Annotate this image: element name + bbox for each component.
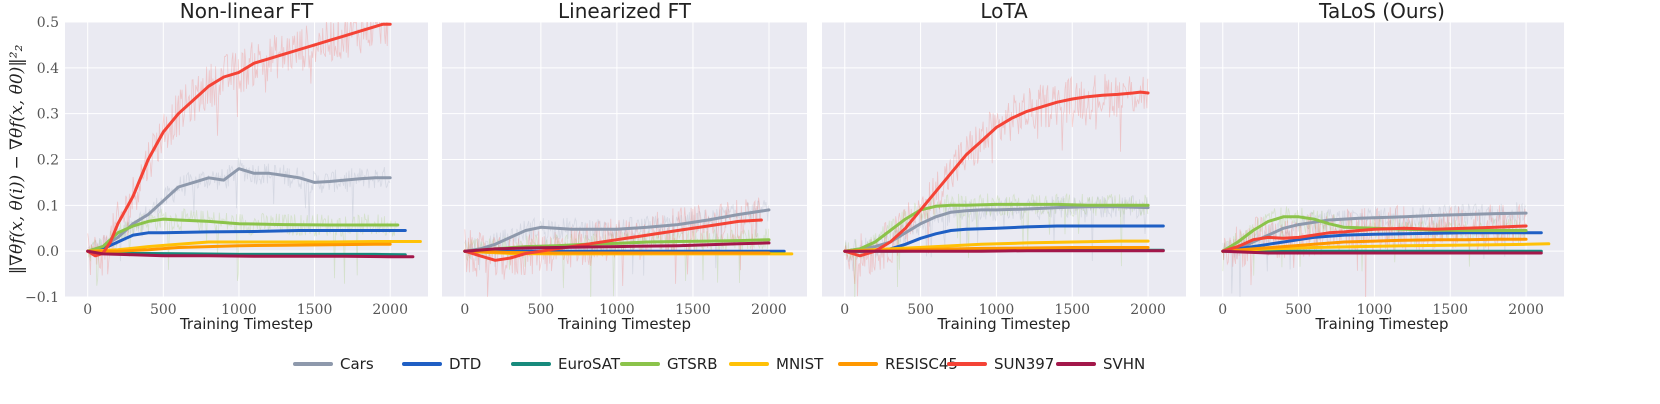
y-tick-label: 0.1	[37, 198, 59, 214]
legend-item: GTSRB	[620, 355, 718, 373]
series-line-cars	[843, 205, 1150, 253]
series-line-svhn	[86, 249, 415, 259]
legend-item: MNIST	[729, 355, 824, 373]
y-tick-label: 0.4	[37, 61, 59, 77]
legend: Cars DTD EuroSAT GTSRB MNIST RESISC45 SUN397 SV…	[293, 355, 1145, 373]
x-tick-label: 2000	[1508, 302, 1544, 318]
x-tick-label: 1000	[1357, 302, 1393, 318]
y-tick-label: 0.0	[37, 244, 59, 260]
series-line-cars	[86, 167, 392, 253]
series-line-gtsrb	[843, 202, 1150, 253]
panel-title: Linearized FT	[558, 0, 692, 23]
x-axis-label: Training Timestep	[557, 315, 691, 333]
series-line-cars	[463, 208, 771, 253]
x-tick-label: 1500	[1054, 302, 1090, 318]
x-tick-label: 1500	[297, 302, 333, 318]
series-line-svhn	[1221, 249, 1543, 255]
series-line-dtd	[1221, 231, 1543, 253]
plot-area	[463, 197, 794, 297]
x-tick-label: 1000	[979, 302, 1015, 318]
x-tick-label: 0	[83, 302, 92, 318]
x-tick-label: 0	[460, 302, 469, 318]
panel-2: 0 500 1000 1500 2000 Training Timestep Lineari…	[442, 0, 807, 333]
legend-label: DTD	[449, 355, 481, 373]
legend-label: MNIST	[776, 355, 824, 373]
x-tick-label: 500	[1285, 302, 1312, 318]
series-line-sun397	[1221, 224, 1528, 253]
x-tick-label: 1000	[599, 302, 635, 318]
series-line-resisc45	[86, 242, 392, 253]
x-tick-label: 500	[907, 302, 934, 318]
panel-1: 0 500 1000 1500 2000 Training Timestep Non-lin…	[25, 0, 428, 333]
series-line-sun397	[86, 22, 392, 258]
series-line-resisc45	[463, 249, 771, 255]
raw-line-gtsrb	[844, 193, 1149, 297]
panel-title: Non-linear FT	[180, 0, 314, 23]
series-line-sun397	[843, 90, 1150, 258]
x-axis-label: Training Timestep	[936, 315, 1070, 333]
y-tick-label: 0.3	[37, 107, 59, 123]
panel-title: LoTA	[980, 0, 1028, 23]
legend-item: EuroSAT	[511, 355, 621, 373]
x-tick-label: 1500	[675, 302, 711, 318]
panel-3: 0 500 1000 1500 2000 Training Timestep LoTA	[822, 0, 1186, 333]
x-tick-label: 1000	[221, 302, 257, 318]
legend-item: RESISC45	[838, 355, 958, 373]
series-line-gtsrb	[86, 217, 400, 253]
x-tick-label: 0	[840, 302, 849, 318]
y-axis-label: ‖∇θf(x, θ(i)) − ∇θf(x, θ0)‖²₂	[7, 44, 27, 274]
x-tick-label: 1500	[1432, 302, 1468, 318]
series-line-mnist	[86, 240, 422, 253]
legend-item: Cars	[293, 355, 374, 373]
series-line-svhn	[843, 249, 1165, 253]
panel-title: TaLoS (Ours)	[1318, 0, 1445, 23]
legend-item: SVHN	[1056, 355, 1145, 373]
x-axis-label: Training Timestep	[1314, 315, 1448, 333]
plot-area	[1221, 202, 1551, 297]
series-line-resisc45	[1221, 237, 1528, 253]
x-tick-label: 2000	[1130, 302, 1166, 318]
legend-label: EuroSAT	[558, 355, 621, 373]
legend-label: GTSRB	[667, 355, 718, 373]
legend-item: SUN397	[947, 355, 1054, 373]
series-line-mnist	[843, 239, 1150, 253]
plot-area	[843, 74, 1165, 297]
plot-area	[86, 22, 422, 286]
series-line-dtd	[86, 229, 407, 253]
y-tick-label: 0.5	[37, 15, 59, 31]
y-tick-label: 0.2	[37, 153, 59, 169]
x-axis-label: Training Timestep	[179, 315, 313, 333]
raw-line-sun397	[844, 74, 1149, 297]
legend-label: Cars	[340, 355, 374, 373]
raw-line-cars	[87, 157, 391, 262]
x-tick-label: 500	[527, 302, 554, 318]
legend-label: SVHN	[1103, 355, 1145, 373]
y-tick-label: −0.1	[25, 290, 59, 306]
raw-line-cars	[844, 195, 1149, 272]
legend-label: SUN397	[994, 355, 1054, 373]
x-tick-label: 2000	[372, 302, 408, 318]
legend-label: RESISC45	[885, 355, 958, 373]
raw-line-cars	[464, 200, 770, 276]
x-tick-label: 500	[150, 302, 177, 318]
x-tick-label: 2000	[751, 302, 787, 318]
legend-item: DTD	[402, 355, 481, 373]
series-line-mnist	[1221, 242, 1551, 253]
series-line-svhn	[463, 241, 771, 253]
panel-4: 0 500 1000 1500 2000 Training Timestep TaLoS (…	[1200, 0, 1564, 333]
series-line-gtsrb	[1221, 215, 1528, 253]
x-tick-label: 0	[1218, 302, 1227, 318]
